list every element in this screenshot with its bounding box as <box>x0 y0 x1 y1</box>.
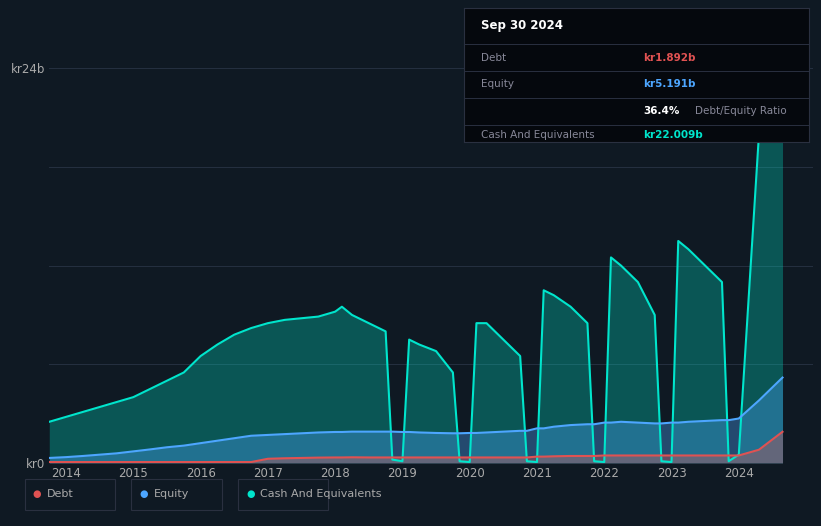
Text: kr5.191b: kr5.191b <box>643 79 695 89</box>
Text: Equity: Equity <box>481 79 514 89</box>
Text: Cash And Equivalents: Cash And Equivalents <box>481 130 594 140</box>
Text: Cash And Equivalents: Cash And Equivalents <box>260 489 382 500</box>
Text: ●: ● <box>140 489 148 500</box>
Text: Sep 30 2024: Sep 30 2024 <box>481 18 563 32</box>
Text: Debt/Equity Ratio: Debt/Equity Ratio <box>695 106 787 116</box>
Text: 36.4%: 36.4% <box>643 106 680 116</box>
Text: kr22.009b: kr22.009b <box>643 130 703 140</box>
Text: Debt: Debt <box>47 489 74 500</box>
Text: ●: ● <box>246 489 255 500</box>
Text: Equity: Equity <box>154 489 189 500</box>
Text: Debt: Debt <box>481 53 507 63</box>
Text: kr1.892b: kr1.892b <box>643 53 695 63</box>
Text: ●: ● <box>33 489 41 500</box>
